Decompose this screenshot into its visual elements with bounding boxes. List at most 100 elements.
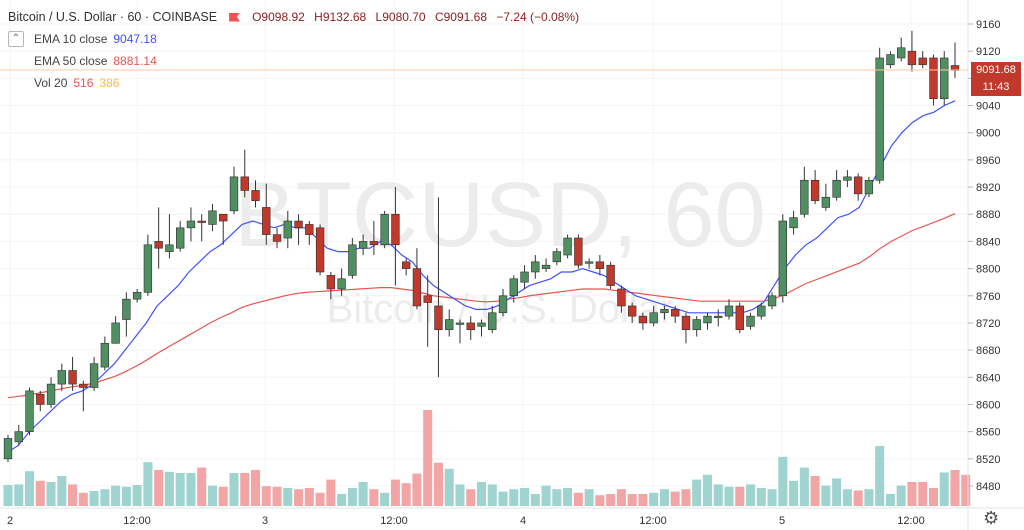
- volume-bar: [832, 478, 842, 506]
- symbol-title[interactable]: Bitcoin / U.S. Dollar · 60 · COINBASE: [8, 10, 218, 24]
- volume-bar: [315, 492, 325, 506]
- volume-bar: [520, 488, 530, 506]
- y-tick-label: 9120: [976, 46, 1000, 58]
- volume-bar: [907, 482, 917, 506]
- candle-body: [617, 288, 626, 307]
- candle-body: [627, 305, 637, 317]
- chevron-up-icon[interactable]: ⌃: [8, 31, 24, 47]
- candle-body: [767, 295, 777, 307]
- candle-body: [671, 309, 680, 317]
- candle-body: [401, 261, 411, 269]
- volume-bar: [530, 494, 540, 506]
- candle-body: [380, 213, 389, 246]
- close-value: C9091.68: [434, 10, 487, 24]
- y-tick-label: 8640: [976, 372, 1000, 384]
- time-axis[interactable]: 2 12:00 3 12:00 4 12:00 5 12:00: [7, 515, 925, 527]
- volume-bar: [595, 495, 605, 506]
- volume-bar: [681, 489, 691, 506]
- volume-bar: [250, 470, 261, 506]
- candle-body: [348, 244, 357, 276]
- volume-bar: [412, 473, 422, 506]
- ohlc-values: O9098.92 H9132.68 L9080.70 C9091.68 −7.2…: [252, 7, 585, 27]
- ema50-line: [7, 213, 956, 399]
- candlesticks: [3, 30, 960, 463]
- volume-bars: [3, 410, 971, 506]
- volume-bar: [455, 484, 465, 506]
- candle-body: [918, 57, 927, 66]
- candle-body: [531, 261, 540, 273]
- volume-bar: [143, 462, 153, 506]
- candle-body: [864, 179, 874, 195]
- volume-bar: [746, 484, 756, 506]
- volume-bar: [627, 494, 637, 506]
- volume-bar: [638, 494, 648, 506]
- x-tick-label: 4: [520, 515, 526, 527]
- y-tick-label: 8880: [976, 209, 1000, 221]
- volume-bar: [702, 474, 713, 506]
- volume-bar: [240, 473, 250, 506]
- volume-bar: [35, 480, 45, 506]
- candle-body: [262, 207, 271, 235]
- candle-body: [832, 179, 841, 198]
- high-value: H9132.68: [314, 10, 367, 24]
- volume-bar: [896, 485, 906, 506]
- candle-body: [477, 322, 486, 327]
- candle-body: [132, 292, 142, 300]
- candle-body: [498, 295, 508, 314]
- last-price-tag: 9091.68: [971, 62, 1021, 79]
- volume-bar: [853, 490, 863, 506]
- candle-body: [875, 57, 884, 181]
- y-tick-label: 8800: [976, 264, 1000, 276]
- candle-body: [3, 438, 13, 460]
- volume-bar: [186, 473, 196, 506]
- y-tick-label: 8680: [976, 345, 1000, 357]
- volume-bar: [78, 492, 88, 506]
- volume-row[interactable]: Vol 20 516 386: [8, 72, 585, 94]
- symbol-row: Bitcoin / U.S. Dollar · 60 · COINBASE O9…: [8, 6, 585, 28]
- candle-body: [122, 298, 131, 320]
- volume-bar: [175, 473, 185, 506]
- volume-bar: [810, 476, 820, 506]
- candle-body: [800, 179, 809, 215]
- volume-bar: [358, 482, 368, 506]
- candle-body: [25, 390, 34, 432]
- low-value: L9080.70: [375, 10, 426, 24]
- candle-body: [714, 315, 723, 318]
- watermark-ticker: BTCUSD, 60: [234, 164, 766, 266]
- volume-bar: [573, 492, 583, 506]
- candle-body: [89, 363, 99, 388]
- x-tick-label: 2: [7, 515, 13, 527]
- candle-body: [219, 213, 228, 222]
- candle-body: [391, 213, 400, 246]
- volume-bar: [154, 470, 164, 506]
- volume-bar: [659, 489, 669, 506]
- candle-body: [326, 275, 336, 290]
- ema50-value: 8881.14: [113, 54, 157, 68]
- volume-bar: [476, 482, 487, 506]
- y-tick-label: 8760: [976, 291, 1000, 303]
- x-tick-label: 12:00: [897, 515, 925, 527]
- candle-body: [660, 309, 669, 314]
- ema10-label: EMA 10 close: [34, 32, 108, 46]
- ema50-row[interactable]: EMA 50 close 8881.14: [8, 50, 585, 72]
- ema10-row[interactable]: ⌃ EMA 10 close 9047.18: [8, 28, 585, 50]
- flag-icon[interactable]: [229, 12, 241, 22]
- candle-body: [154, 241, 163, 249]
- volume-bar: [272, 486, 282, 506]
- volume-bar: [207, 485, 217, 506]
- ema10-value: 9047.18: [113, 32, 157, 46]
- candle-body: [853, 176, 863, 195]
- x-tick-label: 5: [779, 515, 785, 527]
- volume-bar: [950, 470, 960, 506]
- candle-body: [434, 305, 443, 331]
- countdown-tag: 11:43: [971, 79, 1021, 96]
- candle-body: [929, 57, 938, 100]
- volume-bar: [444, 468, 454, 506]
- y-tick-label: 8600: [976, 399, 1000, 411]
- volume-bar: [885, 494, 895, 506]
- ema50-label: EMA 50 close: [34, 54, 108, 68]
- volume-bar: [68, 484, 78, 506]
- volume-bar: [401, 483, 411, 506]
- gear-icon[interactable]: ⚙: [983, 508, 1000, 528]
